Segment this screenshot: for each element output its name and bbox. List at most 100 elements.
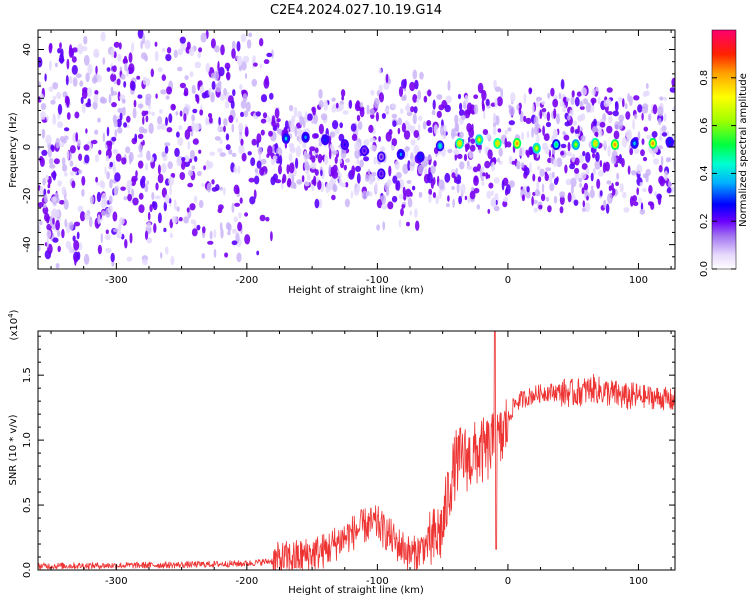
spectrogram-cell xyxy=(473,187,480,194)
spectrogram-cell xyxy=(597,129,603,138)
spectrogram-cell xyxy=(446,203,450,208)
spectrogram-cell xyxy=(392,175,398,184)
spectrogram-cell xyxy=(539,109,543,120)
spectrogram-cell xyxy=(580,135,586,142)
spectrogram-cell xyxy=(69,160,74,167)
spectrogram-cell xyxy=(268,130,273,137)
spectrogram-cell xyxy=(638,197,642,204)
spectrogram-cell xyxy=(469,144,476,152)
spectrogram-cell xyxy=(83,35,88,45)
spectrogram-cell xyxy=(370,144,377,152)
spectrogram-cell xyxy=(545,167,552,172)
spectrogram-cell xyxy=(641,138,645,145)
spectrogram-cell xyxy=(218,66,225,77)
spectrogram-cell xyxy=(238,212,242,219)
spectrogram-cell xyxy=(117,53,122,62)
spectrogram-cell xyxy=(59,53,64,64)
spectrogram-cell xyxy=(597,96,601,105)
spectrogram-cell xyxy=(146,150,151,161)
spectrogram-cell xyxy=(240,100,247,109)
spectrogram-cell xyxy=(80,96,84,105)
spectrogram-cell xyxy=(376,199,383,209)
y-tick-label: 1.0 xyxy=(22,432,33,448)
spectrogram-cell xyxy=(378,67,382,74)
colorbar-gradient xyxy=(711,29,737,270)
spectrogram-cell xyxy=(69,145,76,154)
spectrogram-cell xyxy=(318,100,324,108)
spectrogram-cell xyxy=(464,143,470,150)
spectrogram-cell xyxy=(166,127,173,133)
spectrogram-cell xyxy=(490,161,496,172)
spectrogram-cell xyxy=(592,168,597,173)
spectrogram-cell xyxy=(244,212,249,217)
spectrogram-cell xyxy=(137,103,144,109)
spectrogram-cell xyxy=(562,131,566,136)
spectrogram-cell xyxy=(641,106,649,114)
spectrogram-cell xyxy=(240,111,245,117)
spectrogram-cell xyxy=(57,121,64,129)
spectrogram-cell xyxy=(201,92,207,99)
spectrogram-cell xyxy=(163,227,167,233)
spectrogram-cell xyxy=(560,79,565,90)
spectrogram-cell xyxy=(226,72,229,79)
y-tick-label: 40 xyxy=(22,43,33,56)
spectrogram-cell xyxy=(369,137,376,143)
spectrogram-cell xyxy=(418,115,423,122)
spectrogram-cell xyxy=(612,110,619,117)
spectrogram-cell xyxy=(178,125,183,131)
spectrogram-cell xyxy=(582,200,586,208)
spectrogram-cell xyxy=(526,130,530,139)
spectrogram-cell xyxy=(201,253,206,259)
spectrogram-cell xyxy=(427,154,432,160)
spectrogram-cell xyxy=(176,206,180,212)
spectrogram-cell xyxy=(231,40,236,50)
spectrogram-cell xyxy=(244,126,249,137)
spectrogram-cell xyxy=(359,107,365,118)
colorbar-tick-label: 0.8 xyxy=(699,70,710,86)
snr-y-axis-label: SNR (10 * v/v) xyxy=(8,414,19,485)
spectrogram-cell xyxy=(168,176,175,186)
spectrogram-cell xyxy=(331,97,336,102)
spectrogram-cell xyxy=(335,102,339,109)
spectrogram-cell xyxy=(386,179,392,187)
spectrogram-cell xyxy=(100,233,104,244)
spectrogram-cell xyxy=(579,182,583,188)
spectrogram-cell xyxy=(394,160,400,171)
spectrogram-cell xyxy=(653,191,658,197)
spectrogram-cell xyxy=(141,110,147,117)
spectrogram-cell xyxy=(243,55,250,64)
spectrogram-cell xyxy=(288,143,295,149)
spectrogram-cell xyxy=(274,108,280,119)
spectrogram-cell xyxy=(400,208,404,217)
spectrogram-cell xyxy=(93,94,99,103)
spectrogram-cell xyxy=(42,177,46,186)
spectrogram-cell xyxy=(312,133,318,139)
spectrogram-cell xyxy=(155,182,159,191)
spectrogram-cell xyxy=(624,103,628,110)
spectrogram-cell xyxy=(110,252,115,263)
spectrogram-cell xyxy=(123,81,127,88)
spectrogram-cell xyxy=(354,149,361,159)
spectrogram-cell xyxy=(516,164,520,169)
spectrogram-cell xyxy=(497,128,502,133)
spectrogram-cell xyxy=(409,81,416,92)
spectrogram-cell xyxy=(419,71,424,80)
spectrogram-cell xyxy=(433,160,437,167)
spectrogram-cell xyxy=(310,162,317,170)
spectrogram-cell xyxy=(334,127,340,135)
x-tick-label: -300 xyxy=(105,576,128,587)
spectrogram-cell xyxy=(197,51,202,59)
spectrogram-cell xyxy=(94,154,100,163)
spectrogram-cell xyxy=(391,195,398,203)
spectrogram-cell xyxy=(312,107,316,116)
spectrogram-cell xyxy=(119,112,123,121)
spectrogram-cell xyxy=(288,162,295,174)
spectrogram-cell xyxy=(523,93,527,104)
spectrogram-cell xyxy=(581,163,588,170)
spectrogram-cell xyxy=(57,103,63,115)
spectrogram-cell xyxy=(116,231,123,239)
spectrogram-cell xyxy=(215,184,220,191)
spectrogram-cell xyxy=(574,157,580,166)
spectrogram-cell xyxy=(440,125,444,136)
spectrogram-cell xyxy=(473,104,479,115)
